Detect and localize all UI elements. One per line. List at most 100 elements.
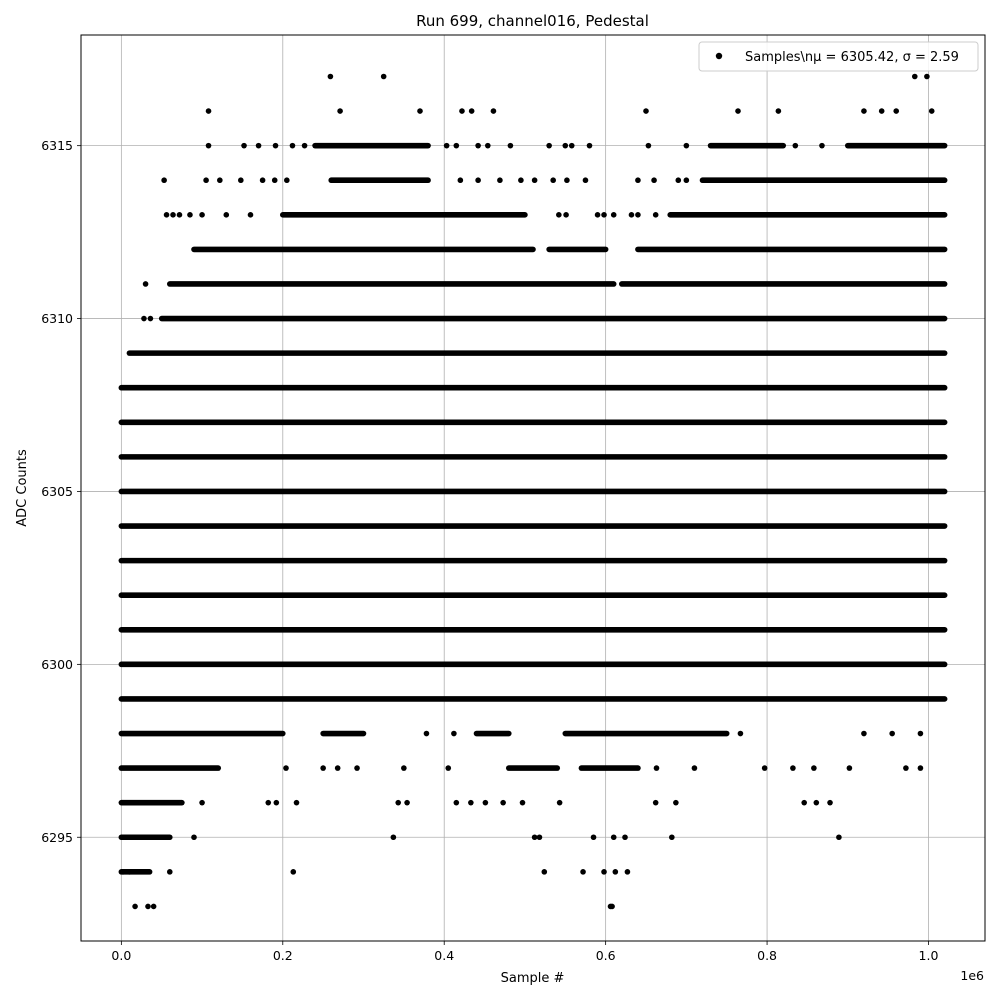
sample-point xyxy=(507,142,514,149)
sample-point xyxy=(453,142,460,149)
sample-point xyxy=(141,315,147,322)
sample-point xyxy=(327,73,334,80)
sample-point xyxy=(255,142,262,149)
sample-point xyxy=(643,108,649,114)
sample-point xyxy=(568,142,575,149)
sample-point xyxy=(390,834,397,841)
sample-point xyxy=(610,212,617,218)
sample-point xyxy=(635,177,641,184)
sample-point xyxy=(903,765,909,771)
sample-point xyxy=(145,903,151,910)
sample-point xyxy=(187,212,193,218)
sample-point xyxy=(223,212,230,218)
sample-point xyxy=(500,799,506,806)
sample-point xyxy=(293,799,300,806)
sample-point xyxy=(541,869,548,875)
sample-point xyxy=(238,177,244,184)
y-axis: 6295 6300 6305 6310 6315 xyxy=(41,138,81,845)
sample-point xyxy=(612,869,619,875)
sample-point xyxy=(170,212,176,218)
sample-point xyxy=(273,799,280,806)
sample-point xyxy=(735,108,741,114)
sample-point xyxy=(468,108,475,114)
sample-point xyxy=(819,142,825,149)
sample-point xyxy=(811,765,817,771)
sample-point xyxy=(556,799,563,806)
sample-point xyxy=(792,142,799,149)
y-tick-label: 6295 xyxy=(41,830,73,845)
sample-point xyxy=(609,903,615,910)
sample-point xyxy=(536,834,543,841)
sample-point xyxy=(417,108,423,114)
sample-point xyxy=(142,281,149,287)
sample-point xyxy=(652,799,659,806)
x-tick-label: 1.0 xyxy=(919,948,939,963)
sample-point xyxy=(445,765,452,771)
sample-point xyxy=(290,869,297,875)
sample-point xyxy=(563,212,569,218)
sample-point xyxy=(531,834,538,841)
sample-point xyxy=(917,730,924,737)
sample-point xyxy=(622,834,628,841)
sample-point xyxy=(354,765,360,771)
legend: Samples\nμ = 6305.42, σ = 2.59 xyxy=(698,41,979,72)
sample-point xyxy=(259,177,266,184)
sample-point xyxy=(166,869,173,875)
sample-point xyxy=(652,212,659,218)
sample-point xyxy=(601,869,607,875)
x-tick-label: 0.0 xyxy=(111,948,131,963)
sample-point xyxy=(683,142,690,149)
sample-point xyxy=(519,799,526,806)
sample-point xyxy=(205,142,212,149)
sample-point xyxy=(546,142,552,149)
sample-point xyxy=(586,142,593,149)
sample-point xyxy=(635,212,641,218)
sample-point xyxy=(395,799,402,806)
sample-point xyxy=(334,765,341,771)
sample-point xyxy=(556,212,562,218)
sample-point xyxy=(827,799,833,806)
sample-point xyxy=(582,177,589,184)
sample-point xyxy=(911,73,918,80)
sample-point xyxy=(150,903,157,910)
y-tick-label: 6300 xyxy=(41,657,73,672)
sample-point xyxy=(562,142,569,149)
sample-point xyxy=(423,730,430,737)
sample-point xyxy=(301,142,308,149)
sample-point xyxy=(861,108,867,114)
sample-point xyxy=(457,177,464,184)
sample-point xyxy=(653,765,660,771)
sample-point xyxy=(917,765,924,771)
sample-point xyxy=(482,799,489,806)
sample-point xyxy=(272,142,279,149)
sample-point xyxy=(651,177,657,184)
sample-point xyxy=(550,177,556,184)
x-axis-offset-label: 1e6 xyxy=(960,968,984,983)
sample-point xyxy=(132,903,138,910)
y-axis-label: ADC Counts xyxy=(15,449,30,527)
chart-title: Run 699, channel016, Pedestal xyxy=(416,12,649,30)
plot-area-frame xyxy=(80,34,986,942)
sample-point xyxy=(813,799,820,806)
sample-point xyxy=(468,799,474,806)
sample-point xyxy=(878,108,885,114)
sample-point xyxy=(191,834,197,841)
sample-point xyxy=(889,730,895,737)
y-tick-label: 6315 xyxy=(41,138,73,153)
sample-point xyxy=(624,869,631,875)
sample-point xyxy=(645,142,652,149)
sample-point xyxy=(497,177,503,184)
sample-point xyxy=(669,834,675,841)
sample-point xyxy=(451,730,457,737)
sample-point xyxy=(241,142,247,149)
x-axis-label: Sample # xyxy=(501,971,565,986)
sample-point xyxy=(673,799,679,806)
x-tick-label: 0.4 xyxy=(434,948,454,963)
sample-point xyxy=(199,212,205,218)
sample-point xyxy=(610,834,617,841)
sample-point xyxy=(161,177,167,184)
sample-point xyxy=(284,177,290,184)
legend-box xyxy=(698,41,979,72)
sample-point xyxy=(475,142,481,149)
sample-point xyxy=(453,799,460,806)
